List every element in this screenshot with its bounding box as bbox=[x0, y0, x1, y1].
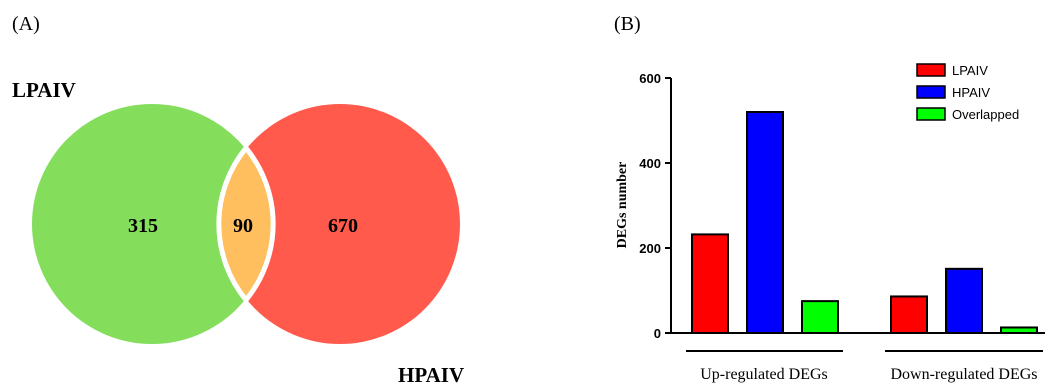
legend-swatch-lpaiv bbox=[916, 63, 946, 77]
y-axis-label: DEGs number bbox=[615, 162, 630, 249]
venn-overlap-region bbox=[216, 144, 276, 304]
venn-panel: (A) LPAIV HPAIV 315 90 670 bbox=[12, 13, 464, 386]
venn-right-circle bbox=[220, 104, 460, 344]
bar-overlapped-up bbox=[801, 300, 839, 334]
venn-right-set-label: HPAIV bbox=[398, 363, 464, 386]
bar-lpaiv-down bbox=[890, 295, 928, 335]
bar-overlapped-down bbox=[1000, 326, 1038, 335]
panel-b-label: (B) bbox=[614, 13, 641, 35]
bar-lpaiv-up bbox=[691, 233, 729, 334]
venn-right-only-count: 670 bbox=[328, 215, 358, 237]
bar-hpaiv-down bbox=[945, 267, 983, 335]
y-axis-ticks: 0 200 400 600 bbox=[639, 71, 671, 341]
panel-a-label: (A) bbox=[12, 13, 40, 35]
group-labels: Up-regulated DEGs Down-regulated DEGs bbox=[686, 350, 1043, 383]
venn-overlap-count: 90 bbox=[233, 215, 253, 237]
group-label: Up-regulated DEGs bbox=[700, 366, 828, 383]
legend-label-hpaiv: HPAIV bbox=[952, 85, 990, 100]
venn-left-circle bbox=[32, 104, 272, 344]
bar-hpaiv-up bbox=[746, 111, 784, 334]
y-tick-label: 600 bbox=[639, 71, 661, 86]
bar-panel: (B) DEGs number 0 200 400 600 Up-regulated … bbox=[614, 13, 1045, 383]
chart-legend: LPAIV HPAIV Overlapped bbox=[916, 63, 1019, 122]
legend-label-overlapped: Overlapped bbox=[952, 107, 1019, 122]
venn-left-set-label: LPAIV bbox=[12, 78, 76, 102]
legend-swatch-overlapped bbox=[916, 107, 946, 121]
legend-swatch-hpaiv bbox=[916, 85, 946, 99]
y-tick-label: 400 bbox=[639, 156, 661, 171]
group-label: Down-regulated DEGs bbox=[890, 366, 1037, 383]
y-tick-label: 200 bbox=[639, 241, 661, 256]
y-tick-label: 0 bbox=[654, 326, 661, 341]
bar-series bbox=[691, 111, 1038, 335]
venn-left-only-count: 315 bbox=[128, 215, 158, 237]
legend-label-lpaiv: LPAIV bbox=[952, 63, 988, 78]
